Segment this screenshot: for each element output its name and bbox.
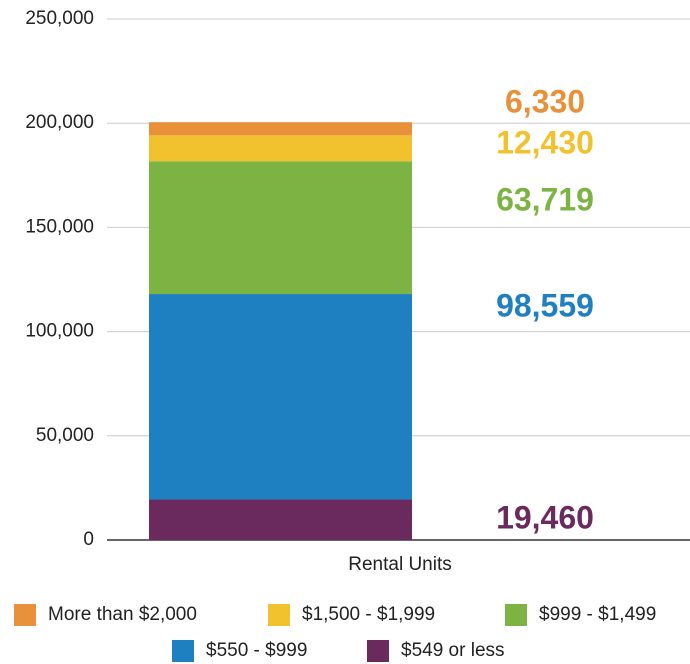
y-tick-label: 200,000 [25, 112, 94, 133]
x-tick-label: Rental Units [348, 554, 452, 575]
legend-swatch [367, 640, 389, 662]
legend-label: $549 or less [401, 640, 505, 661]
y-tick-label: 150,000 [25, 216, 94, 237]
bar-segment [149, 499, 412, 540]
value-label: 98,559 [496, 287, 594, 323]
legend-label: $1,500 - $1,999 [302, 604, 435, 625]
value-label: 63,719 [496, 181, 594, 217]
legend-label: $999 - $1,499 [539, 604, 656, 625]
bar-segment [149, 135, 412, 162]
legend-swatch [268, 604, 290, 626]
y-tick-label: 0 [83, 529, 94, 550]
bar-segment [149, 161, 412, 295]
y-tick-label: 250,000 [25, 8, 94, 29]
y-tick-label: 50,000 [36, 425, 94, 446]
bar-segment [149, 122, 412, 136]
legend-label: $550 - $999 [206, 640, 307, 661]
value-label: 12,430 [496, 124, 594, 160]
y-tick-label: 100,000 [25, 321, 94, 342]
bar-segment [149, 294, 412, 500]
value-label: 19,460 [496, 499, 594, 535]
value-label: 6,330 [505, 83, 585, 119]
legend-label: More than $2,000 [48, 604, 197, 625]
legend-swatch [172, 640, 194, 662]
legend-swatch [505, 604, 527, 626]
legend-swatch [14, 604, 36, 626]
